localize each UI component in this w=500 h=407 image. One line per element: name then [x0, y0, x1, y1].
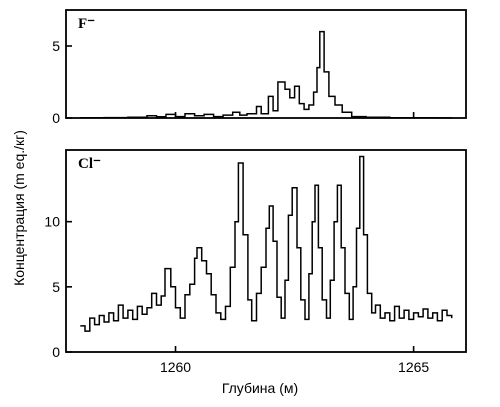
y-axis-title: Концентрация (m eq./кг): [11, 130, 27, 286]
panel-chloride: 0 5 10 1260 1265 Cl⁻: [44, 149, 467, 375]
plot-frame: [65, 149, 467, 353]
y-tick-label: 0: [52, 344, 60, 360]
y-tick-label: 5: [52, 38, 60, 54]
series-line-f: [80, 30, 452, 119]
y-tick-label: 10: [44, 214, 60, 230]
ion-label: F⁻: [78, 16, 95, 32]
x-tick-label: 1260: [160, 359, 191, 375]
series-line-cl: [80, 155, 453, 332]
plot-frame: [65, 9, 467, 119]
panel-fluoride: 0 5 F⁻: [52, 9, 467, 126]
x-tick-label: 1265: [398, 359, 429, 375]
y-tick-label: 0: [52, 110, 60, 126]
y-tick-label: 5: [52, 279, 60, 295]
ion-label: Cl⁻: [78, 156, 101, 172]
x-axis-title: Глубина (м): [222, 380, 298, 396]
